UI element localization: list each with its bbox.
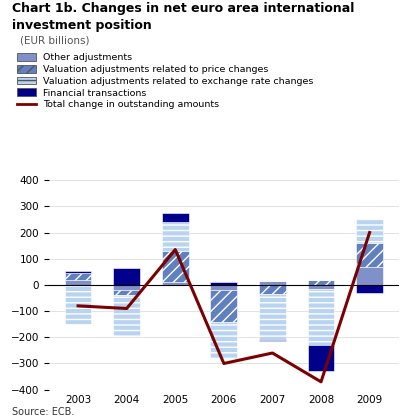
Bar [65,271,92,273]
Bar [113,285,140,290]
Bar [356,220,383,243]
Bar [210,290,237,322]
Bar [210,282,237,285]
Bar [65,285,92,324]
Bar [356,285,383,293]
Text: Chart 1b. Changes in net euro area international: Chart 1b. Changes in net euro area inter… [12,2,354,15]
Bar [113,290,140,295]
Bar [65,280,92,285]
Bar [308,345,335,371]
Bar [65,273,92,280]
Bar [259,285,286,294]
Bar [162,282,188,285]
Bar [259,281,286,285]
Text: investment position: investment position [12,19,152,32]
Text: Source: ECB.: Source: ECB. [12,407,74,417]
Bar [210,322,237,358]
Bar [356,243,383,266]
Bar [162,213,188,222]
Bar [356,266,383,285]
Bar [259,294,286,340]
Bar [162,222,188,251]
Bar [162,251,188,282]
Bar [113,295,140,336]
Bar [308,280,335,285]
Bar [259,340,286,341]
Bar [113,268,140,285]
Bar [308,289,335,345]
Legend: Other adjustments, Valuation adjustments related to price changes, Valuation adj: Other adjustments, Valuation adjustments… [17,53,314,109]
Text: (EUR billions): (EUR billions) [20,36,90,46]
Bar [210,285,237,290]
Bar [308,285,335,289]
